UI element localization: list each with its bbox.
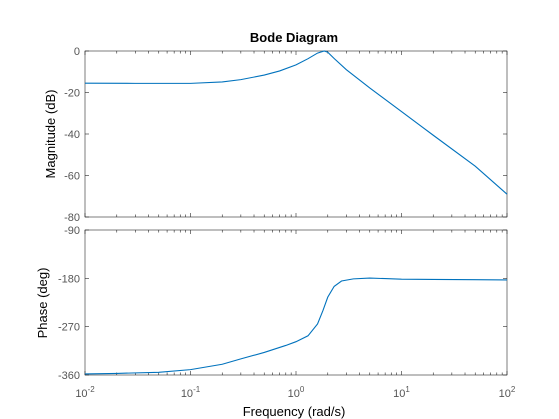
x-tick-label: 100 bbox=[288, 385, 305, 400]
phase-axes-box bbox=[84, 229, 508, 376]
magnitude-series-line bbox=[84, 50, 508, 195]
magnitude-axes-box bbox=[84, 50, 508, 218]
x-axis-label: Frequency (rad/s) bbox=[243, 404, 346, 419]
phase-ytick-label: -270 bbox=[58, 322, 80, 334]
magnitude-ytick-label: -20 bbox=[64, 88, 80, 100]
phase-ytick-label: -180 bbox=[58, 273, 80, 285]
phase-ytick-label: -360 bbox=[58, 370, 80, 382]
magnitude-ytick-label: 0 bbox=[74, 46, 80, 58]
x-tick-label: 101 bbox=[393, 385, 410, 400]
x-tick-label: 10-1 bbox=[181, 385, 201, 400]
x-tick-label: 102 bbox=[499, 385, 516, 400]
magnitude-y-axis-label: Magnitude (dB) bbox=[43, 90, 58, 179]
magnitude-ytick-label: -60 bbox=[64, 171, 80, 183]
x-tick-label: 10-2 bbox=[75, 385, 95, 400]
magnitude-ytick-label: -40 bbox=[64, 129, 80, 141]
phase-y-axis-label: Phase (deg) bbox=[35, 268, 50, 339]
phase-ytick-label: -90 bbox=[64, 225, 80, 237]
phase-series-line bbox=[84, 277, 508, 375]
chart-title: Bode Diagram bbox=[250, 30, 338, 45]
magnitude-ytick-label: -80 bbox=[64, 212, 80, 224]
